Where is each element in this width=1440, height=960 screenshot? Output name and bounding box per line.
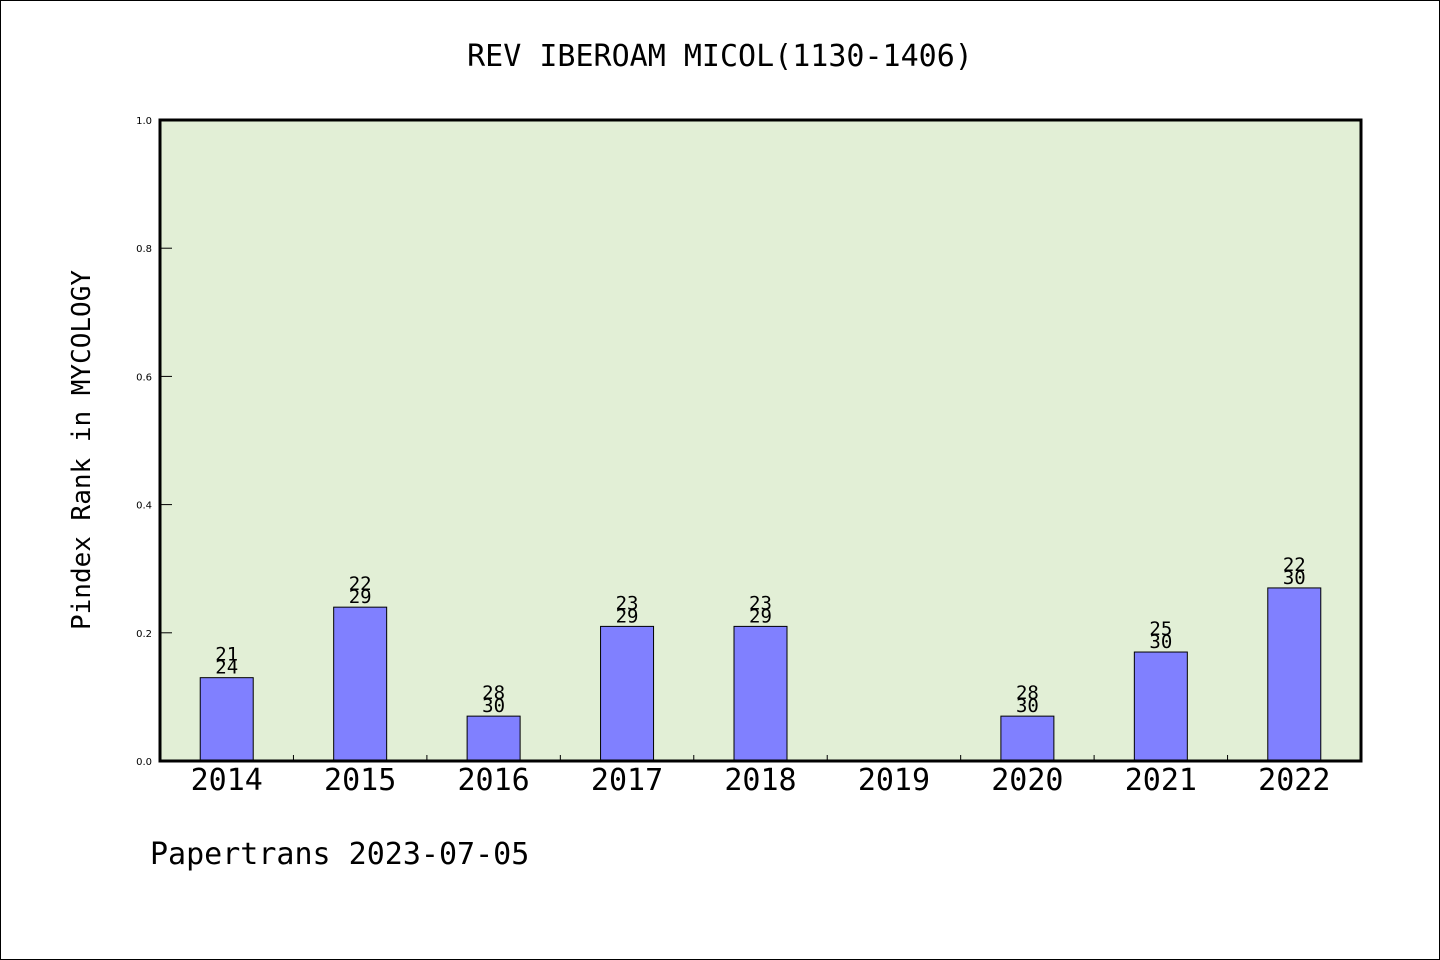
y-tick-label: 0.0 <box>136 757 152 768</box>
y-axis-label: Pindex Rank in MYCOLOGY <box>67 270 97 630</box>
bar-total-label: 29 <box>616 605 639 627</box>
bar-rank-label: 22 <box>1283 554 1306 576</box>
x-tick-label: 2017 <box>591 763 663 798</box>
bar <box>600 625 655 762</box>
bar-total-label: 30 <box>1016 695 1039 717</box>
bar-rank-label: 25 <box>1149 618 1172 640</box>
bar-rank-label: 28 <box>482 682 505 704</box>
bar-series <box>199 587 1322 762</box>
bar-rank-label: 23 <box>749 592 772 614</box>
bar-rank-label: 21 <box>215 644 238 666</box>
bar <box>733 625 788 762</box>
bar <box>1133 651 1188 762</box>
y-tick-label: 0.8 <box>136 244 152 255</box>
bar-total-label: 30 <box>1283 567 1306 589</box>
x-tick-label: 2020 <box>991 763 1063 798</box>
x-tick-label: 2014 <box>191 763 263 798</box>
x-tick-label: 2019 <box>858 763 930 798</box>
footer-text: Papertrans 2023-07-05 <box>150 837 529 872</box>
bar-rank-label: 28 <box>1016 682 1039 704</box>
bar <box>199 677 254 762</box>
bar-rank-label: 22 <box>349 573 372 595</box>
chart-title: REV IBEROAM MICOL(1130-1406) <box>467 39 973 74</box>
bar <box>1000 715 1055 762</box>
plot-border <box>158 118 1363 763</box>
bar <box>333 606 388 762</box>
bar-total-label: 29 <box>349 586 372 608</box>
y-tick-label: 0.2 <box>136 629 152 640</box>
y-tick-label: 1.0 <box>136 116 152 127</box>
x-tick-label: 2016 <box>457 763 529 798</box>
bar-total-label: 30 <box>482 695 505 717</box>
x-tick-label: 2018 <box>724 763 796 798</box>
bar-total-label: 24 <box>215 657 238 679</box>
bar-total-label: 29 <box>749 605 772 627</box>
x-tick-label: 2021 <box>1125 763 1197 798</box>
bar-rank-label: 23 <box>616 592 639 614</box>
bar <box>466 715 521 762</box>
x-tick-label: 2022 <box>1258 763 1330 798</box>
y-tick-label: 0.4 <box>136 501 152 512</box>
y-tick-label: 0.6 <box>136 372 152 383</box>
x-axis-ticks: 2014 2015 2016 2017 2018 2019 2020 2021 2022 <box>191 755 1330 798</box>
bar-total-label: 30 <box>1149 631 1172 653</box>
x-tick-label: 2015 <box>324 763 396 798</box>
bar <box>1267 587 1322 762</box>
